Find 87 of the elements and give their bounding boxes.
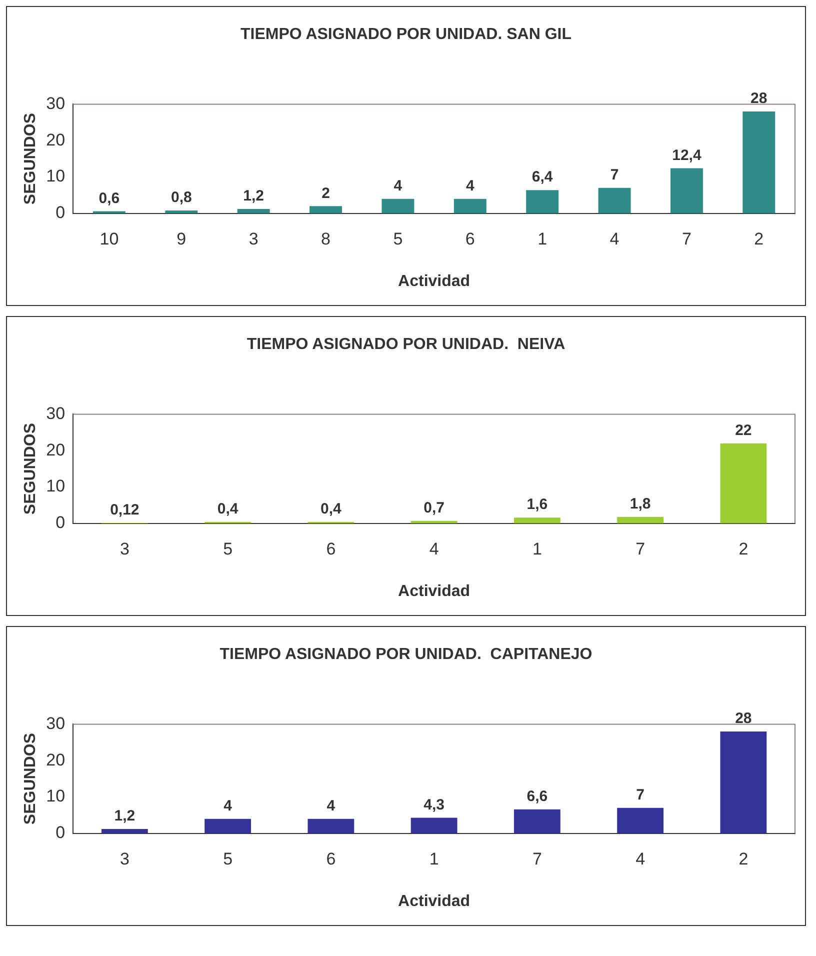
y-axis-title: SEGUNDOS (22, 732, 40, 825)
x-tick-label: 3 (120, 539, 130, 558)
bar (514, 518, 560, 524)
bar (526, 190, 559, 214)
data-label: 0,4 (217, 500, 239, 518)
data-label: 2 (322, 184, 330, 202)
y-tick-label: 30 (46, 714, 66, 733)
y-tick-label: 20 (46, 440, 66, 460)
x-tick-label: 6 (326, 849, 336, 868)
x-tick-label: 6 (465, 229, 475, 248)
x-tick-label: 5 (223, 849, 233, 868)
data-label: 4 (224, 797, 233, 814)
y-axis-title: SEGUNDOS (22, 112, 40, 205)
data-label: 7 (610, 166, 619, 184)
x-tick-label: 10 (100, 229, 119, 248)
y-tick-label: 20 (46, 750, 66, 770)
chart-title: TIEMPO ASIGNADO POR UNIDAD. CAPITANEJO (220, 646, 592, 664)
bar (720, 731, 767, 834)
bar (237, 209, 270, 214)
x-tick-label: 2 (738, 539, 748, 558)
data-label: 4 (326, 797, 336, 814)
chart-title: TIEMPO ASIGNADO POR UNIDAD. NEIVA (246, 336, 566, 354)
x-axis-title: Actividad (398, 272, 470, 290)
bar (410, 818, 458, 834)
x-tick-label: 8 (321, 229, 331, 248)
x-tick-label: 4 (636, 849, 646, 868)
x-tick-label: 4 (610, 229, 620, 248)
data-label: 4,3 (424, 796, 444, 814)
y-tick-label: 0 (56, 513, 66, 532)
y-axis-title: SEGUNDOS (22, 422, 40, 515)
data-label: 22 (735, 422, 752, 439)
data-label: 0,4 (320, 500, 342, 518)
x-tick-label: 3 (120, 849, 130, 868)
data-label: 4 (394, 177, 403, 194)
data-label: 6,4 (532, 168, 554, 186)
bar (454, 198, 486, 214)
data-label: 12,4 (672, 146, 702, 164)
y-tick-label: 30 (46, 94, 66, 113)
x-tick-label: 1 (538, 229, 548, 248)
bar (742, 111, 776, 214)
x-tick-label: 2 (754, 229, 764, 248)
data-label: 7 (636, 786, 644, 804)
x-axis-title: Actividad (398, 892, 470, 910)
y-tick-label: 10 (46, 476, 66, 496)
x-tick-label: 9 (176, 229, 186, 248)
y-tick-label: 20 (46, 130, 66, 150)
x-tick-label: 5 (393, 229, 403, 248)
x-tick-label: 2 (738, 849, 748, 868)
data-label: 1,8 (630, 495, 651, 512)
bar (310, 206, 342, 214)
data-label: 0,8 (170, 189, 192, 206)
bar (720, 443, 767, 524)
data-label: 1,2 (114, 808, 136, 825)
y-tick-label: 30 (46, 404, 66, 423)
data-label: 6,6 (526, 788, 548, 806)
bar (598, 188, 631, 214)
x-tick-label: 6 (326, 539, 336, 558)
y-tick-label: 10 (46, 166, 66, 186)
bar (101, 829, 148, 834)
bar (204, 818, 252, 834)
data-label: 1,6 (526, 496, 548, 514)
bar (382, 198, 414, 214)
chart-title: TIEMPO ASIGNADO POR UNIDAD. SAN GIL (240, 26, 572, 44)
bar (308, 818, 354, 834)
x-tick-label: 1 (532, 539, 542, 558)
y-tick-label: 0 (56, 823, 66, 842)
data-label: 28 (750, 90, 768, 108)
data-label: 0,12 (110, 502, 140, 519)
data-label: 0,6 (98, 190, 120, 207)
bar (514, 809, 560, 834)
bar (617, 516, 664, 524)
x-tick-label: 1 (429, 849, 439, 868)
x-tick-label: 5 (223, 539, 233, 558)
bar (670, 168, 703, 214)
data-label: 1,2 (243, 188, 264, 205)
y-tick-label: 10 (46, 786, 66, 806)
x-tick-label: 3 (248, 229, 258, 248)
x-axis-title: Actividad (398, 582, 470, 600)
y-tick-label: 0 (56, 203, 66, 222)
x-tick-label: 4 (429, 539, 439, 558)
data-label: 0,7 (424, 499, 444, 516)
x-tick-label: 7 (682, 229, 692, 248)
data-label: 28 (735, 710, 752, 728)
bar (617, 808, 664, 834)
x-tick-label: 7 (636, 539, 646, 558)
data-label: 4 (466, 177, 475, 194)
x-tick-label: 7 (532, 849, 542, 868)
